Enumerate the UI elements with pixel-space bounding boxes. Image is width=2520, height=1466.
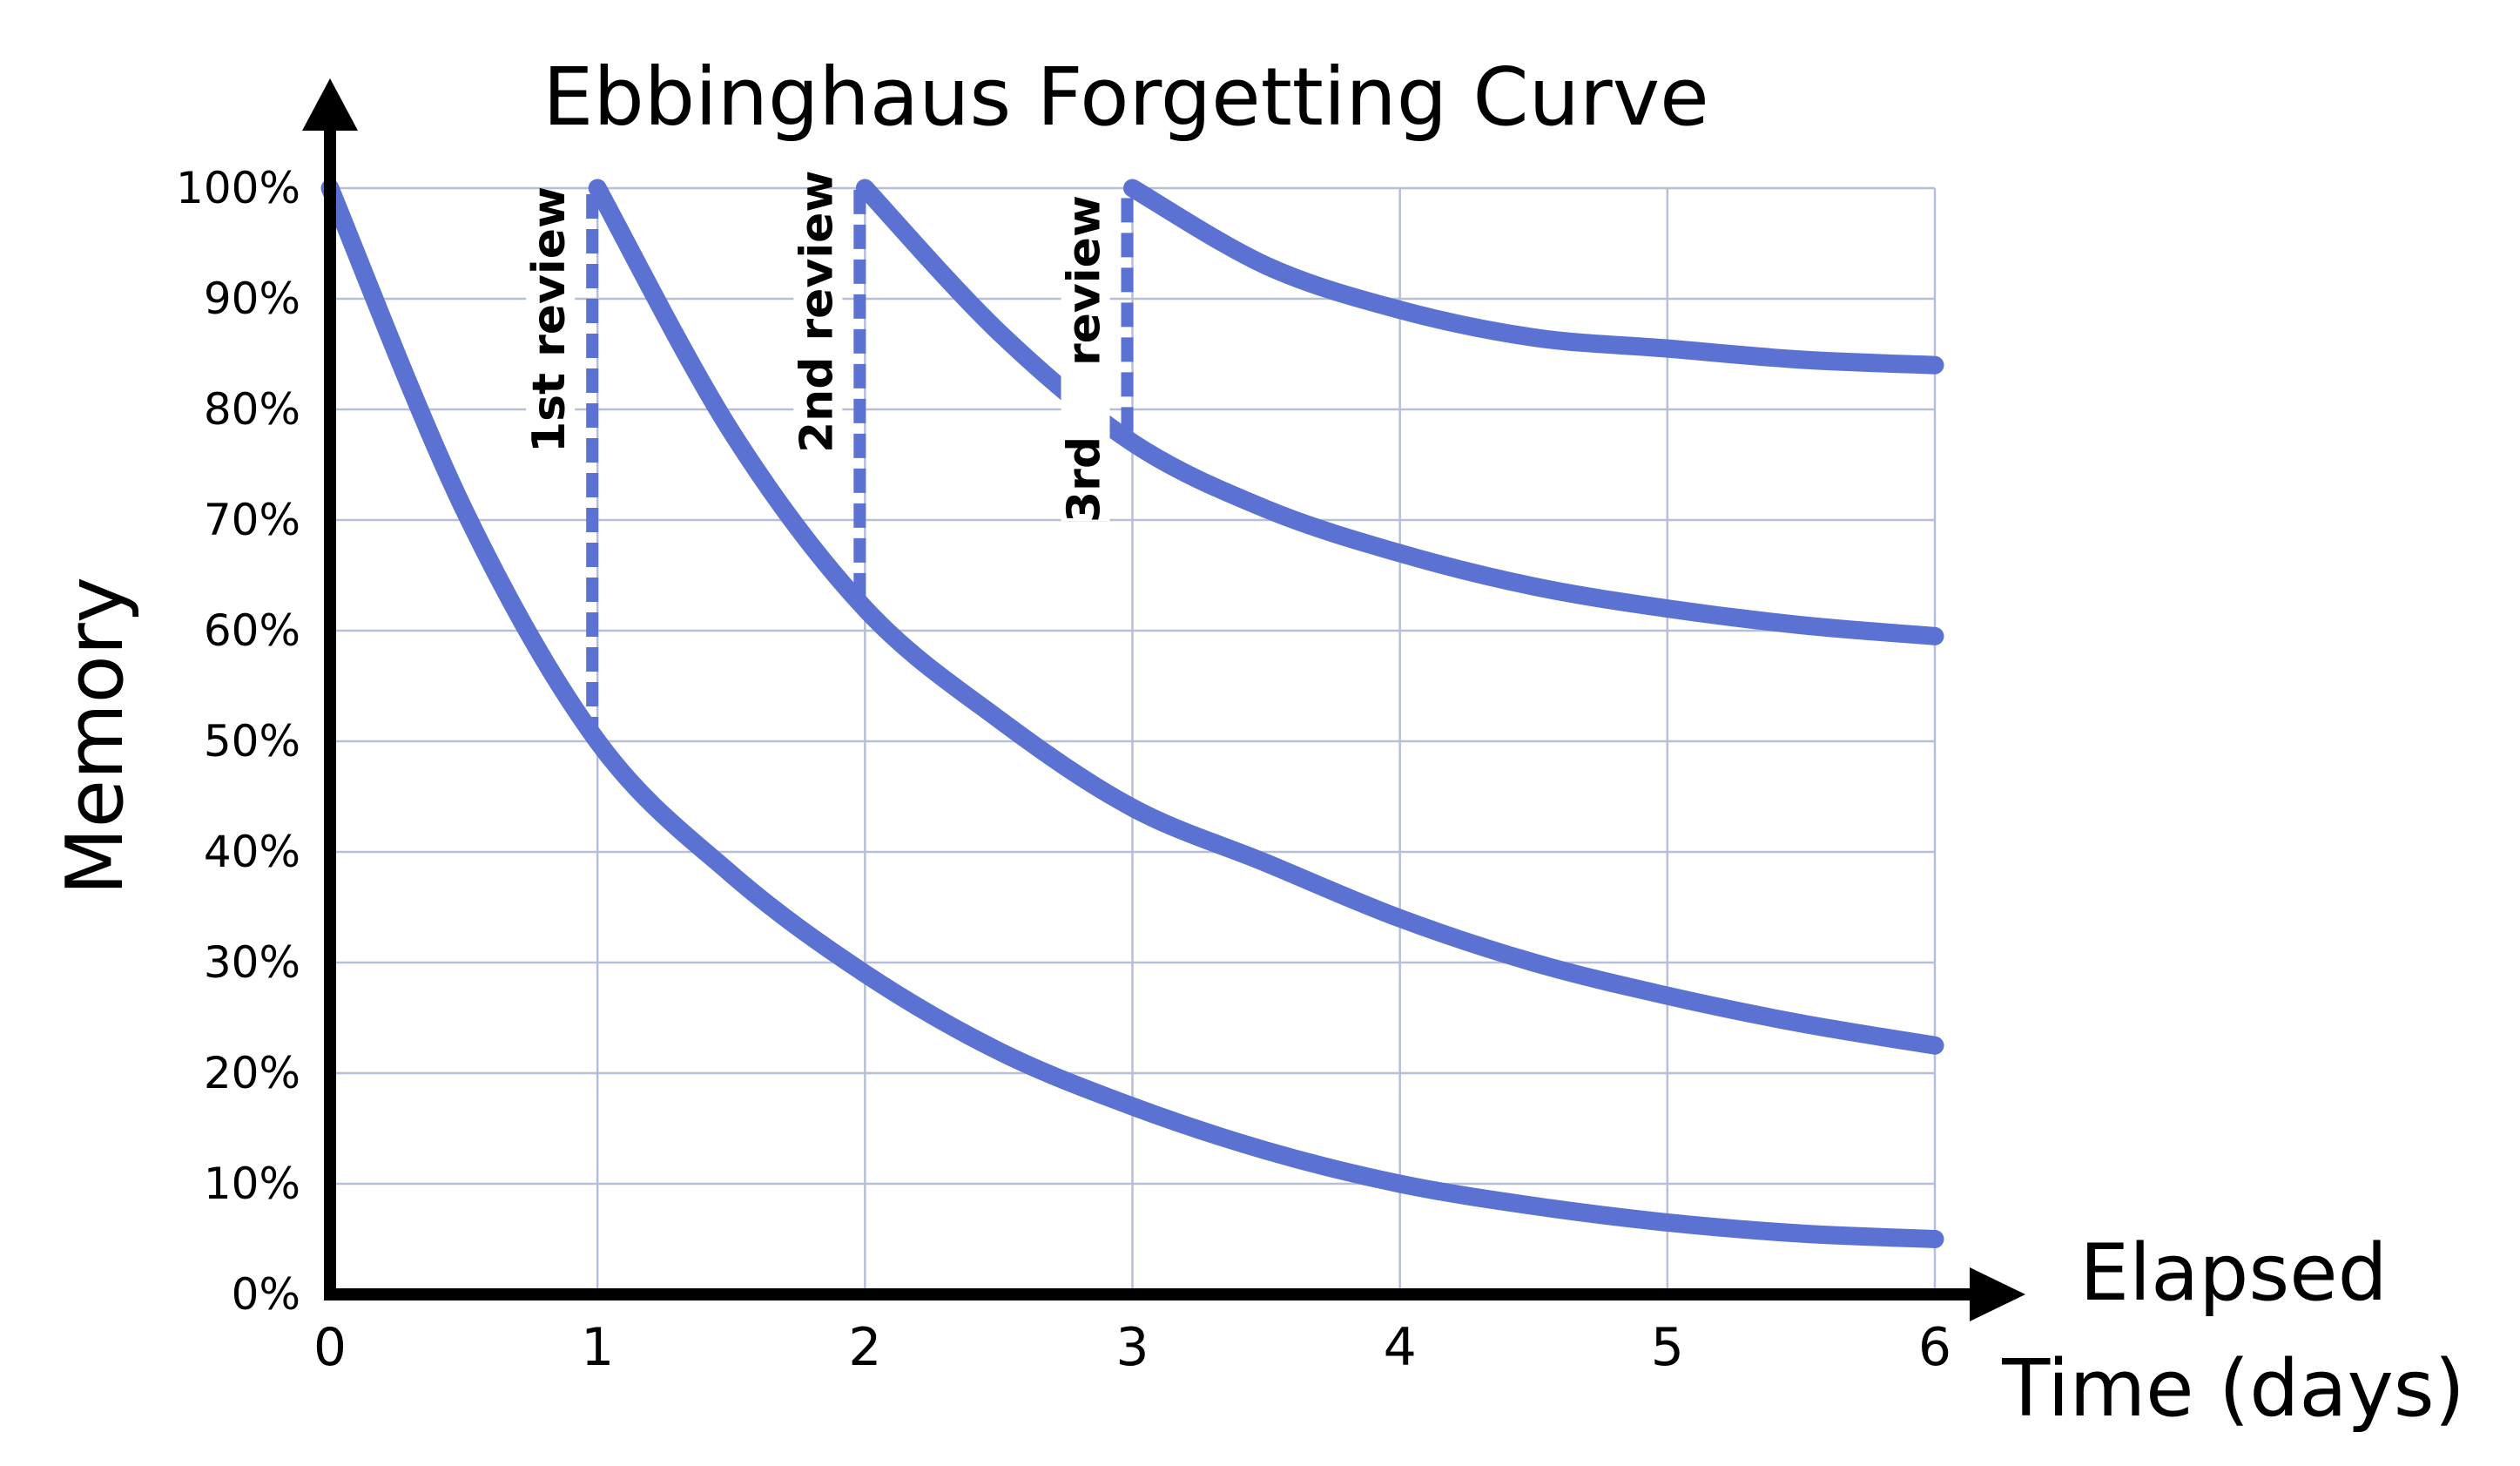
x-tick-label: 2	[848, 1317, 881, 1378]
y-tick-label: 10%	[204, 1159, 300, 1209]
review-label: review	[1059, 195, 1111, 366]
y-axis-arrow	[302, 78, 358, 131]
curve-layer	[320, 179, 1944, 1248]
y-tick-label: 90%	[204, 274, 300, 324]
review-label: 3rd	[1059, 436, 1111, 523]
y-tick-label: 60%	[204, 605, 300, 656]
x-axis-arrow	[1970, 1267, 2025, 1321]
forgetting-curve-line	[1123, 179, 1944, 375]
y-tick-label: 50%	[204, 716, 300, 767]
y-tick-label: 20%	[204, 1048, 300, 1098]
y-tick-label: 40%	[204, 827, 300, 877]
review-label-background	[793, 190, 843, 451]
y-tick-label: 70%	[204, 495, 300, 545]
x-tick-label: 6	[1918, 1317, 1951, 1378]
review-label-background	[526, 190, 576, 451]
y-tick-label: 80%	[204, 384, 300, 435]
x-tick-label: 3	[1115, 1317, 1149, 1378]
forgetting-curve-line	[320, 179, 1944, 1248]
y-tick-label: 100%	[176, 163, 300, 213]
tick-layer: 0% 10% 20% 30% 40% 50% 60% 70% 80% 90% 100% 0 1 2 3 4 5 6	[176, 163, 1951, 1378]
review-label-background	[1061, 190, 1110, 521]
y-axis-title: Memory	[50, 577, 141, 895]
x-axis-title-line-1: Elapsed	[2079, 1227, 2388, 1319]
review-label: 2nd review	[791, 171, 843, 453]
y-tick-label: 30%	[204, 937, 300, 988]
forgetting-curve-line	[588, 179, 1944, 1055]
x-tick-label: 0	[313, 1317, 347, 1378]
x-tick-label: 4	[1384, 1317, 1417, 1378]
axis-layer	[302, 78, 2025, 1321]
x-tick-label: 1	[581, 1317, 614, 1378]
chart-title: Ebbinghaus Forgetting Curve	[542, 51, 1709, 144]
review-layer: 1st review 2nd review review 3rd	[523, 171, 1134, 741]
review-label: 1st review	[523, 186, 576, 453]
x-axis-title-line-2: Time (days)	[2001, 1343, 2465, 1435]
y-tick-label: 0%	[232, 1269, 300, 1320]
forgetting-curve-line	[855, 179, 1944, 645]
x-tick-label: 5	[1651, 1317, 1684, 1378]
